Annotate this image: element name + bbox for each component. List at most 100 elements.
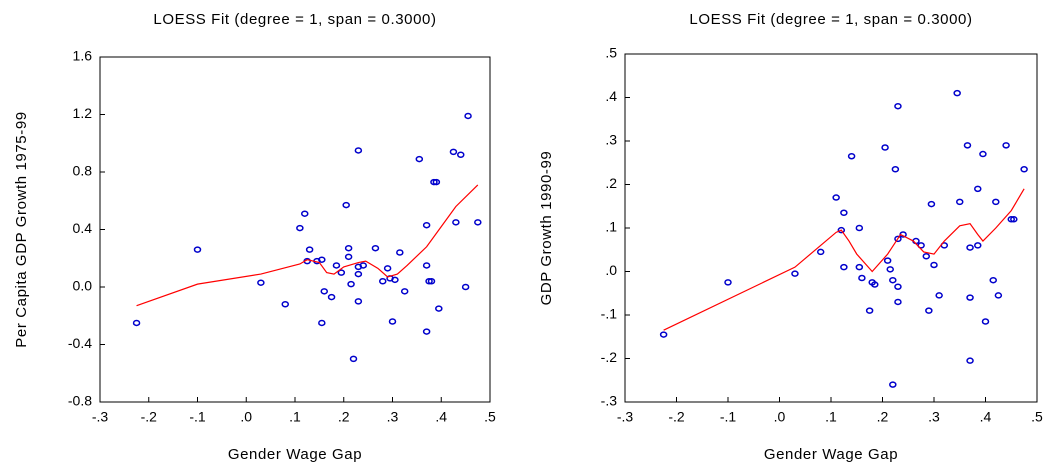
chart-title: LOESS Fit (degree = 1, span = 0.3000) [689, 11, 972, 28]
y-tick-label: 1.2 [73, 105, 93, 121]
data-point [427, 278, 436, 285]
data-point [871, 281, 879, 288]
y-tick-label: -.2 [601, 349, 618, 365]
x-tick-label: -.3 [617, 409, 634, 425]
data-point [337, 269, 346, 276]
data-point [881, 144, 889, 151]
data-point [383, 265, 392, 272]
data-point [344, 244, 353, 252]
loess-line [663, 188, 1025, 331]
data-point [422, 328, 431, 335]
data-point [883, 257, 892, 264]
data-point [332, 262, 341, 269]
data-point [989, 276, 997, 284]
data-point [464, 112, 472, 120]
y-axis-label: Per Capita GDP Growth 1975-99 [13, 111, 30, 347]
chart-title: LOESS Fit (degree = 1, span = 0.3000) [153, 11, 436, 28]
data-point [992, 198, 1000, 206]
x-tick-label: .5 [484, 409, 496, 425]
data-point [296, 224, 304, 232]
data-point [301, 210, 309, 217]
y-tick-label: .0 [605, 262, 617, 278]
data-point [354, 147, 363, 154]
y-tick-label: -.3 [601, 393, 618, 409]
y-tick-label: .1 [605, 219, 617, 235]
data-point [837, 226, 846, 234]
data-point [347, 280, 355, 288]
data-point [925, 307, 933, 314]
data-point [342, 201, 350, 209]
y-tick-label: .5 [605, 45, 617, 61]
data-point [930, 261, 938, 269]
data-point [855, 224, 864, 232]
data-point [391, 276, 399, 284]
data-point [449, 148, 458, 156]
x-tick-label: .3 [928, 409, 940, 425]
data-point [865, 307, 874, 314]
plot-frame [624, 53, 1038, 403]
x-tick-label: .0 [774, 409, 786, 425]
data-point [327, 293, 336, 301]
data-point [354, 270, 363, 278]
y-tick-label: -.1 [601, 306, 618, 322]
data-point [855, 263, 864, 271]
y-tick-label: 0.8 [73, 163, 93, 179]
data-point [891, 166, 900, 173]
data-point [422, 262, 431, 269]
x-tick-label: -.2 [141, 409, 158, 425]
data-point [400, 288, 409, 295]
data-point [840, 263, 848, 271]
y-tick-label: 0.4 [73, 220, 93, 236]
data-point [791, 270, 799, 277]
data-point [858, 274, 866, 282]
data-point [894, 235, 902, 243]
x-tick-label: .1 [825, 409, 837, 425]
data-point [318, 319, 326, 327]
data-point [894, 298, 902, 306]
data-point [894, 102, 902, 110]
data-point [659, 331, 668, 338]
data-point [963, 142, 972, 149]
data-point [935, 292, 943, 299]
data-point [894, 283, 902, 290]
data-point [1020, 166, 1028, 173]
data-point [318, 256, 326, 263]
data-point [371, 244, 380, 252]
x-tick-label: .4 [435, 409, 447, 425]
data-point [320, 288, 328, 295]
y-tick-label: .3 [605, 132, 617, 148]
data-point [396, 249, 404, 256]
data-point [281, 301, 289, 308]
plot-frame [99, 56, 491, 403]
data-point [359, 262, 367, 269]
y-tick-label: .4 [605, 88, 617, 104]
x-axis-label: Gender Wage Gap [228, 446, 362, 463]
x-tick-label: .0 [240, 409, 252, 425]
x-tick-label: .2 [338, 409, 350, 425]
data-point [422, 221, 431, 229]
data-point [981, 318, 990, 325]
x-tick-label: .1 [289, 409, 301, 425]
x-tick-label: .2 [877, 409, 889, 425]
data-point [305, 246, 314, 253]
x-tick-label: -.1 [720, 409, 737, 425]
data-point [724, 279, 732, 286]
data-point [847, 152, 856, 160]
data-point [193, 246, 202, 253]
data-point [1010, 216, 1018, 223]
data-point [974, 242, 982, 249]
data-point [379, 278, 387, 285]
y-axis-label: GDP Growth 1990-99 [538, 151, 555, 306]
data-point [474, 219, 482, 226]
data-point [886, 266, 894, 273]
y-tick-label: 1.6 [73, 48, 93, 64]
data-point [974, 185, 982, 193]
data-point [388, 318, 397, 325]
data-point [349, 355, 358, 363]
data-point [354, 298, 363, 305]
data-point [816, 248, 825, 256]
data-point [889, 381, 897, 388]
data-point [994, 292, 1003, 299]
data-point [953, 89, 961, 97]
